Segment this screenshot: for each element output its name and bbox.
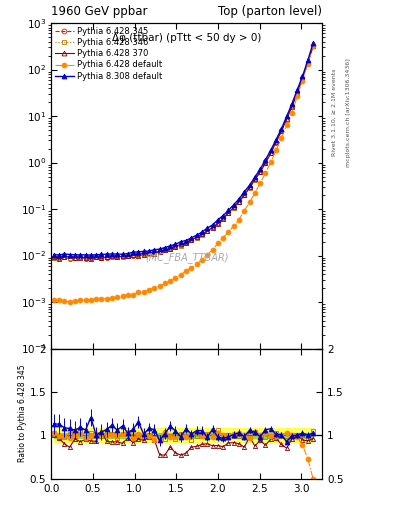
Text: 1960 GeV ppbar: 1960 GeV ppbar	[51, 5, 148, 18]
Text: Rivet 3.1.10, ≥ 2.1M events: Rivet 3.1.10, ≥ 2.1M events	[332, 69, 337, 156]
Text: Top (parton level): Top (parton level)	[218, 5, 322, 18]
Y-axis label: Ratio to Pythia 6.428 345: Ratio to Pythia 6.428 345	[18, 365, 27, 462]
Text: Δφ (ttbar) (pTtt < 50 dy > 0): Δφ (ttbar) (pTtt < 50 dy > 0)	[112, 33, 261, 43]
Text: (MC_FBA_TTBAR): (MC_FBA_TTBAR)	[145, 252, 228, 263]
Text: mcplots.cern.ch [arXiv:1306.3436]: mcplots.cern.ch [arXiv:1306.3436]	[346, 58, 351, 167]
Legend: Pythia 6.428 345, Pythia 6.428 346, Pythia 6.428 370, Pythia 6.428 default, Pyth: Pythia 6.428 345, Pythia 6.428 346, Pyth…	[53, 26, 164, 82]
